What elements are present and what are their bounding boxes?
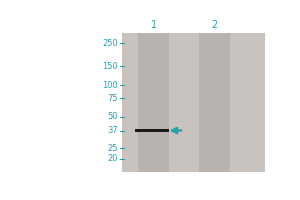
- Bar: [122, 33, 266, 172]
- Text: 25: 25: [107, 144, 118, 153]
- Bar: [135, 129, 170, 132]
- Text: 20: 20: [107, 154, 118, 163]
- Bar: [138, 33, 169, 172]
- Text: 1: 1: [151, 20, 157, 30]
- Bar: [199, 33, 230, 172]
- Text: 50: 50: [107, 112, 118, 121]
- Text: 75: 75: [107, 94, 118, 103]
- Text: 2: 2: [211, 20, 217, 30]
- Text: 100: 100: [102, 81, 118, 90]
- Text: 150: 150: [102, 62, 118, 71]
- Text: 37: 37: [107, 126, 118, 135]
- Text: 250: 250: [102, 39, 118, 48]
